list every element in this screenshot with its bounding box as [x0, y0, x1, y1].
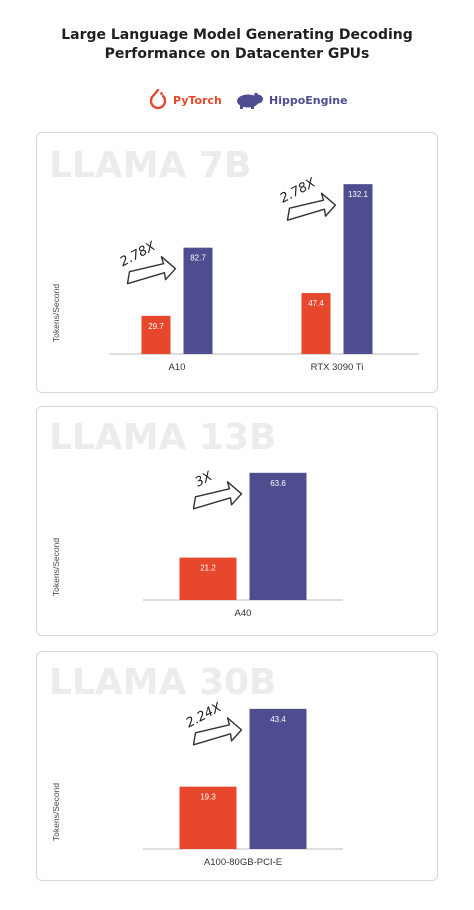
speedup-annotations: 2.78X 2.78X [118, 175, 337, 285]
data-label-pytorch: 21.2 [200, 564, 216, 573]
chart-llama-13b: LLAMA 13B Tokens/Second 21.2 63.6 A40 3X [49, 417, 343, 619]
y-axis-label: Tokens/Second [51, 783, 61, 841]
speedup-annotation: 3X [192, 469, 243, 510]
pytorch-logo-icon [149, 89, 167, 110]
y-axis-label: Tokens/Second [51, 538, 61, 596]
chart-title: Large Language Model Generating Decoding… [0, 26, 474, 64]
hippo-logo-icon [237, 92, 263, 109]
panel-llama-7b: LLAMA 7B Tokens/Second 29.7 82.7 47.4 132.1… [36, 132, 438, 393]
legend-label-hippoengine: HippoEngine [269, 93, 348, 107]
data-label-pytorch: 47.4 [308, 299, 324, 308]
panel-llama-30b: LLAMA 30B Tokens/Second 19.3 43.4 A100-80… [36, 651, 438, 881]
bars [179, 708, 307, 849]
bar-pytorch [301, 293, 331, 354]
bar-pytorch [179, 557, 237, 600]
data-labels: 19.3 43.4 [200, 715, 286, 802]
speedup-label: 3X [193, 469, 216, 491]
chart-title-line-1: Large Language Model Generating Decoding [61, 27, 413, 43]
legend-label-pytorch: PyTorch [173, 93, 222, 107]
speedup-arrow-icon [192, 481, 243, 510]
data-label-hippoengine: 132.1 [348, 190, 369, 199]
speedup-label: 2.24X [184, 700, 225, 732]
bar-hippoengine [343, 184, 373, 354]
chart-llama-7b: LLAMA 7B Tokens/Second 29.7 82.7 47.4 132.1… [49, 145, 419, 373]
category-label: RTX 3090 Ti [311, 362, 364, 373]
category-labels: A10 RTX 3090 Ti [169, 362, 364, 373]
category-labels: A100-80GB-PCI-E [204, 857, 282, 868]
panel-title-llama-30b: LLAMA 30B [49, 662, 277, 703]
bars [179, 472, 307, 600]
panel-title-llama-13b: LLAMA 13B [49, 417, 277, 458]
speedup-annotation: 2.78X [278, 175, 337, 221]
speedup-annotation: 2.24X [184, 700, 243, 746]
data-label-pytorch: 29.7 [148, 322, 164, 331]
category-label: A40 [235, 608, 252, 619]
speedup-annotation: 2.78X [118, 239, 177, 285]
data-label-hippoengine: 82.7 [190, 254, 206, 263]
bar-hippoengine [249, 472, 307, 600]
speedup-label: 2.78X [118, 239, 159, 271]
legend-item-pytorch: PyTorch [148, 88, 222, 112]
category-label: A10 [169, 362, 186, 373]
chart-title-line-2: Performance on Datacenter GPUs [104, 46, 370, 62]
speedup-annotations: 2.24X [184, 700, 243, 746]
legend-item-hippoengine: HippoEngine [234, 88, 348, 112]
panel-title-llama-7b: LLAMA 7B [49, 145, 251, 186]
chart-llama-30b: LLAMA 30B Tokens/Second 19.3 43.4 A100-80… [49, 662, 343, 868]
data-labels: 21.2 63.6 [200, 479, 286, 573]
speedup-annotations: 3X [192, 469, 243, 510]
speedup-label: 2.78X [278, 175, 319, 207]
legend: PyTorch HippoEngine [0, 88, 474, 112]
speedup-arrow-icon [126, 255, 177, 285]
data-labels: 29.7 82.7 47.4 132.1 [148, 190, 368, 331]
data-label-hippoengine: 63.6 [270, 479, 286, 488]
y-axis-label: Tokens/Second [51, 284, 61, 342]
data-label-hippoengine: 43.4 [270, 715, 286, 724]
category-labels: A40 [235, 608, 252, 619]
data-label-pytorch: 19.3 [200, 793, 216, 802]
speedup-arrow-icon [192, 717, 243, 746]
bar-hippoengine [183, 247, 213, 354]
category-label: A100-80GB-PCI-E [204, 857, 282, 868]
bars [141, 184, 373, 354]
bar-pytorch [141, 315, 171, 354]
bar-hippoengine [249, 708, 307, 849]
speedup-arrow-icon [286, 192, 337, 221]
bar-pytorch [179, 786, 237, 849]
panel-llama-13b: LLAMA 13B Tokens/Second 21.2 63.6 A40 3X [36, 406, 438, 636]
